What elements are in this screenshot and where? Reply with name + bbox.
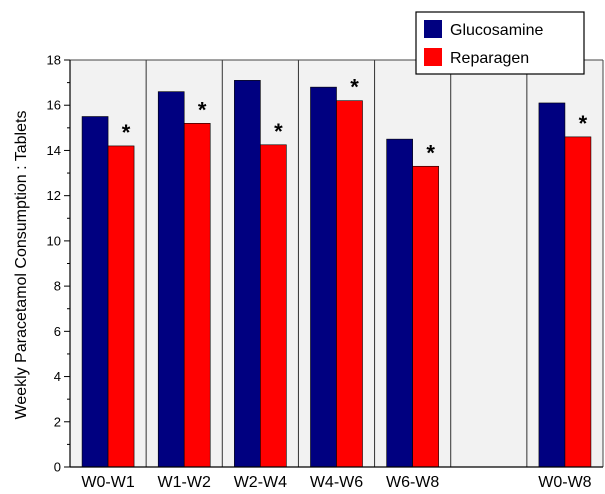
legend-swatch-reparagen (424, 48, 442, 66)
legend-swatch-glucosamine (424, 20, 442, 38)
y-tick-label: 16 (47, 98, 61, 113)
bar-reparagen-w6-w8 (412, 165, 439, 468)
category-label: W1-W2 (158, 474, 211, 491)
bar-reparagen-w2-w4 (260, 144, 287, 468)
bar-glucosamine-w1-w2 (157, 91, 185, 468)
y-tick-label: 18 (47, 53, 61, 68)
bar-glucosamine-w4-w6 (310, 86, 337, 468)
category-label: W6-W8 (386, 474, 439, 491)
bar-glucosamine-w2-w4 (234, 80, 261, 468)
bar-reparagen-w0-w1 (107, 145, 135, 468)
bar-reparagen-w4-w6 (336, 100, 363, 468)
significance-marker: * (426, 140, 435, 165)
y-tick-label: 6 (54, 324, 61, 339)
y-tick-label: 10 (47, 233, 61, 248)
bar-glucosamine-w6-w8 (386, 138, 413, 468)
y-tick-label: 2 (54, 414, 61, 429)
bar-glucosamine-w0-w1 (81, 116, 109, 468)
legend-label-reparagen: Reparagen (450, 50, 529, 67)
y-tick-label: 14 (47, 143, 61, 158)
bar-reparagen-w0-w8 (564, 136, 592, 468)
legend-label-glucosamine: Glucosamine (450, 22, 543, 39)
y-tick-label: 8 (54, 279, 61, 294)
significance-marker: * (274, 119, 283, 144)
y-axis-label: Weekly Paracetamol Consumption : Tablets (13, 111, 30, 420)
y-tick-label: 12 (47, 188, 61, 203)
category-label: W0-W8 (538, 474, 591, 491)
significance-marker: * (122, 120, 131, 145)
significance-marker: * (350, 75, 359, 100)
category-label: W4-W6 (310, 474, 363, 491)
bar-glucosamine-w0-w8 (538, 102, 566, 468)
legend: Glucosamine Reparagen (415, 11, 585, 75)
bar-reparagen-w1-w2 (183, 123, 211, 468)
significance-marker: * (579, 111, 588, 136)
significance-marker: * (198, 97, 207, 122)
y-tick-label: 4 (54, 369, 61, 384)
category-label: W2-W4 (234, 474, 287, 491)
category-label: W0-W1 (81, 474, 134, 491)
y-tick-label: 0 (54, 460, 61, 475)
